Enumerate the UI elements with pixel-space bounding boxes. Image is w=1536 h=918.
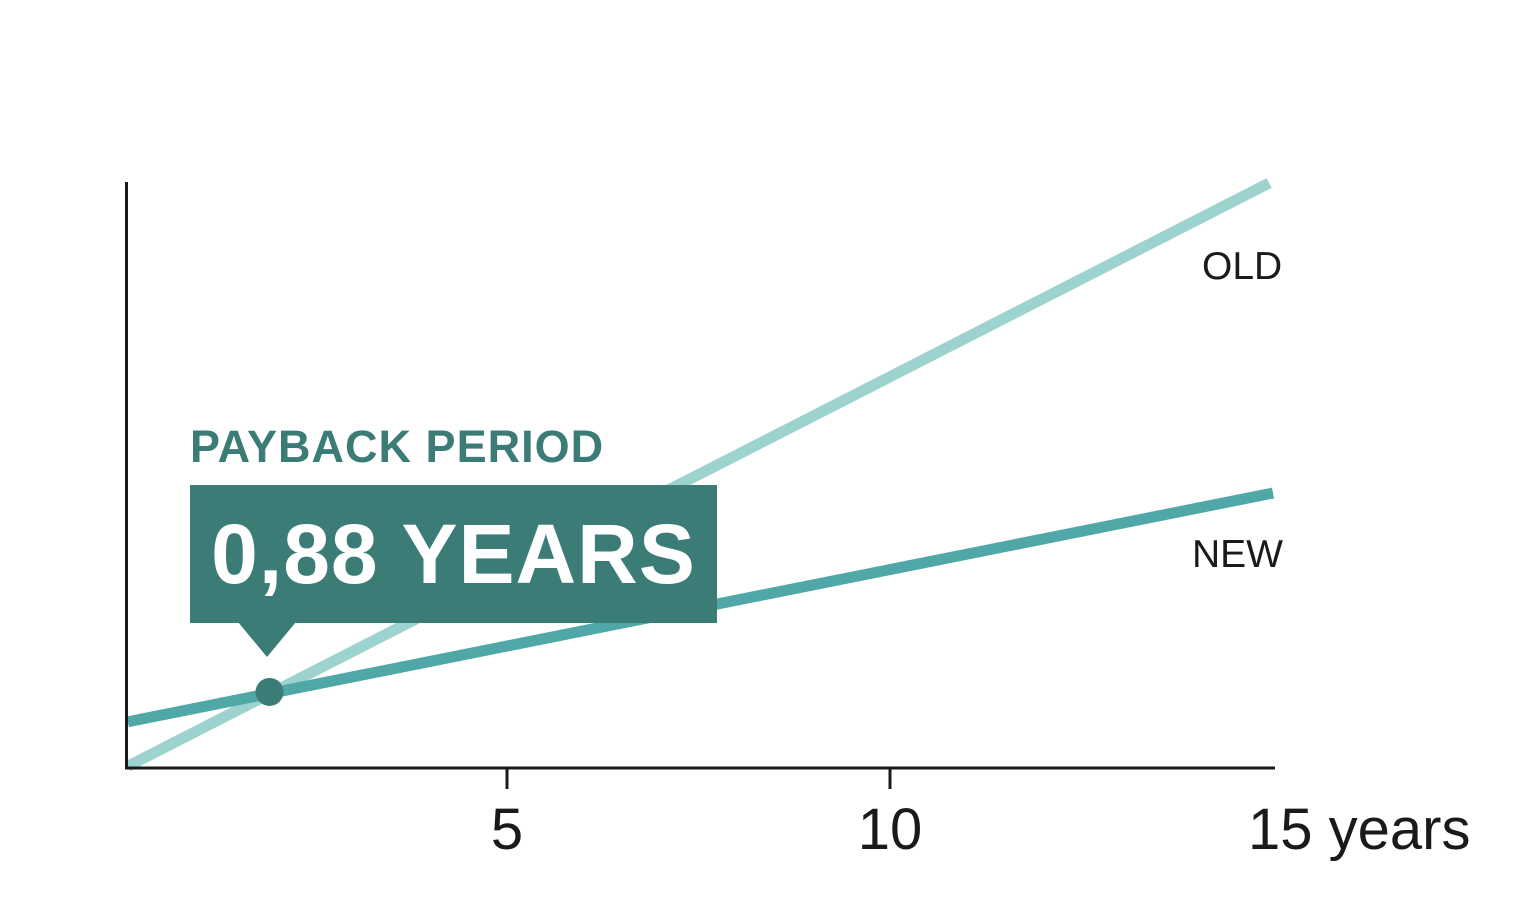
line-old	[125, 178, 1272, 772]
x-tick-label-5: 5	[490, 797, 524, 862]
series-label-new: NEW	[1192, 533, 1283, 576]
callout-pointer-triangle	[238, 622, 296, 657]
x-axis-end-label: 15 years	[1248, 797, 1471, 862]
series-label-old: OLD	[1202, 245, 1283, 288]
payback-period-title: PAYBACK PERIOD	[190, 421, 605, 472]
intersection-dot	[255, 677, 284, 706]
payback-callout-box: 0,88 YEARS	[190, 485, 717, 623]
x-tick-label-10: 10	[857, 797, 923, 862]
payback-value-text: 0,88 YEARS	[211, 507, 696, 601]
